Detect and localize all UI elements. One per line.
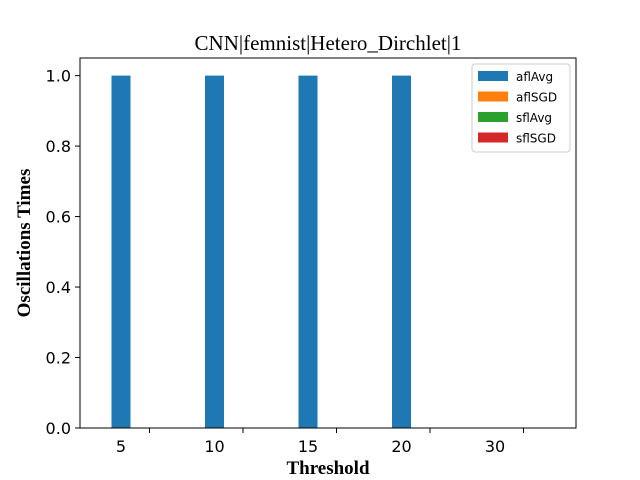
x-tick-label: 5 bbox=[116, 437, 126, 456]
y-axis-label: Oscillations Times bbox=[14, 169, 35, 318]
legend-swatch-aflAvg bbox=[478, 71, 508, 81]
y-tick-label: 0.0 bbox=[46, 419, 71, 438]
x-tick-label: 15 bbox=[298, 437, 318, 456]
x-tick-label: 30 bbox=[485, 437, 505, 456]
bar-aflAvg-5 bbox=[111, 75, 131, 428]
legend-label-sflSGD: sflSGD bbox=[516, 132, 556, 146]
bar-aflAvg-20 bbox=[392, 75, 411, 428]
bars-group bbox=[111, 75, 411, 428]
chart-title: CNN|femnist|Hetero_Dirchlet|1 bbox=[195, 31, 462, 55]
legend-label-aflAvg: aflAvg bbox=[516, 70, 553, 84]
plot-frame bbox=[79, 57, 577, 429]
y-tick-label: 0.2 bbox=[46, 349, 71, 368]
legend-swatch-sflAvg bbox=[478, 112, 508, 122]
legend-label-sflAvg: sflAvg bbox=[516, 111, 552, 125]
y-tick-label: 0.4 bbox=[46, 278, 71, 297]
legend-swatch-sflSGD bbox=[478, 132, 508, 143]
bar-aflAvg-10 bbox=[205, 75, 224, 428]
legend-label-aflSGD: aflSGD bbox=[516, 91, 557, 105]
x-axis-label: Threshold bbox=[286, 458, 370, 479]
y-tick-label: 0.8 bbox=[46, 137, 71, 156]
y-tick-label: 0.6 bbox=[46, 208, 71, 227]
legend-swatch-aflSGD bbox=[478, 91, 508, 102]
x-tick-label: 10 bbox=[204, 437, 224, 456]
bar-aflAvg-15 bbox=[298, 75, 318, 428]
legend: aflAvg aflSGD sflAvg sflSGD bbox=[471, 63, 571, 153]
x-tick-label: 20 bbox=[391, 437, 411, 456]
y-tick-label: 1.0 bbox=[46, 67, 71, 86]
y-axis-ticks: 0.0 0.2 0.4 0.6 0.8 1.0 bbox=[46, 67, 80, 438]
x-axis-ticks: 5 10 15 20 30 bbox=[116, 428, 524, 456]
legend-box bbox=[471, 63, 571, 153]
